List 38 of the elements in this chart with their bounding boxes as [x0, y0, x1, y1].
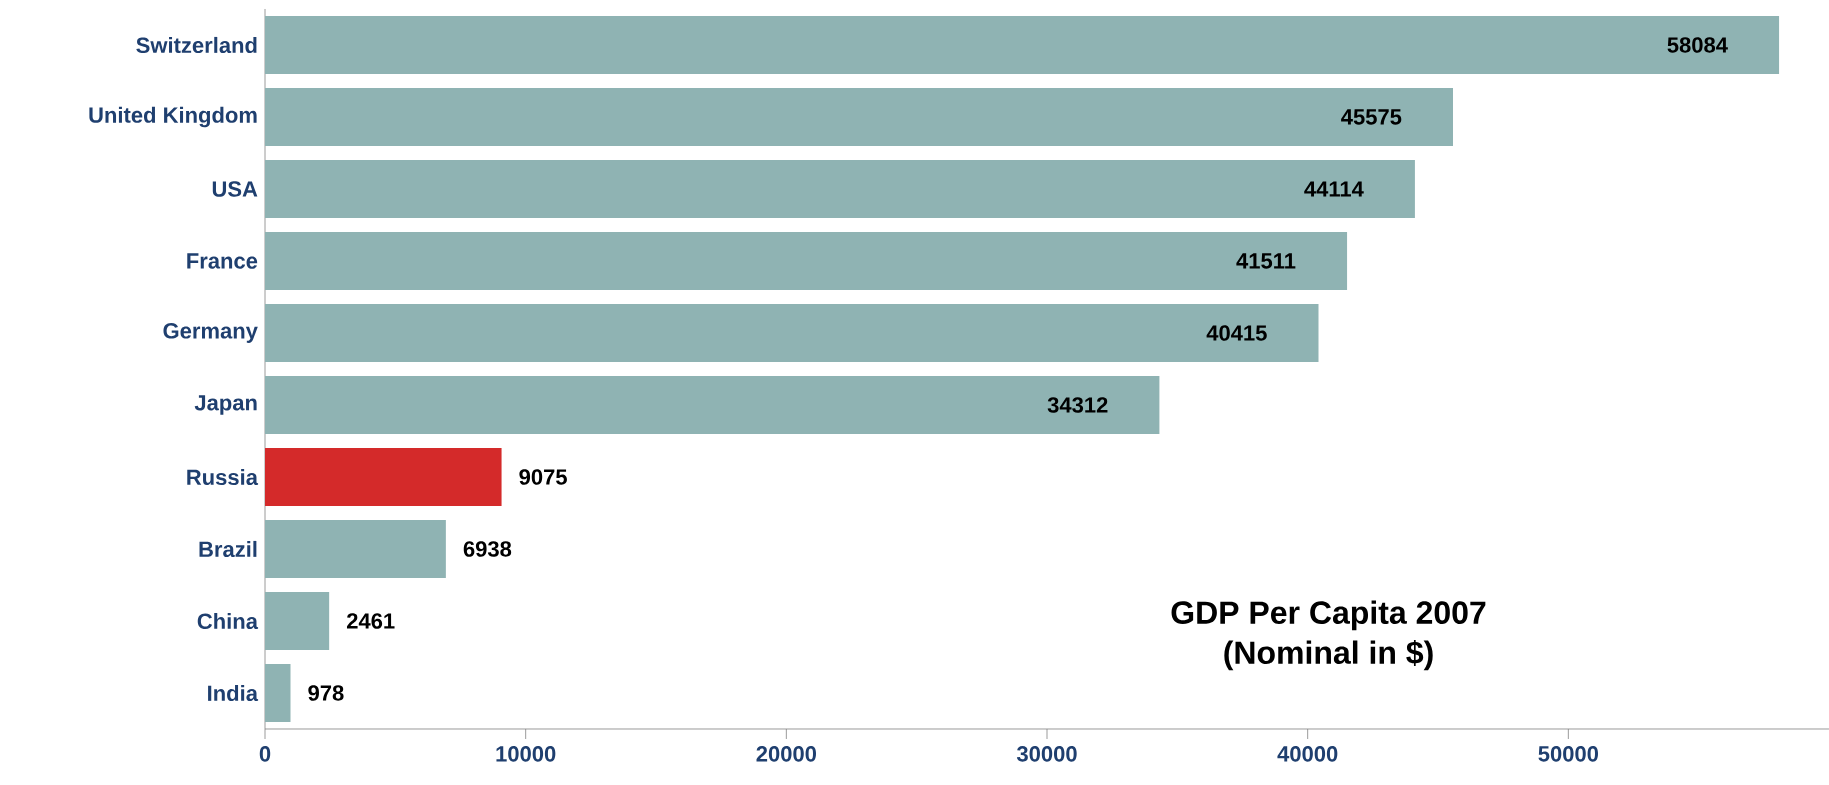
x-tick-label: 40000: [1277, 746, 1338, 762]
bar: [265, 303, 1319, 362]
data-label: 2461: [346, 613, 395, 629]
y-tick-label: United Kingdom: [89, 106, 257, 128]
x-tick-label: 10000: [496, 746, 556, 762]
y-tick-label: USA: [212, 181, 258, 197]
bar: [265, 375, 1160, 434]
data-label: 41511: [1236, 253, 1296, 269]
data-label: 45575: [1341, 109, 1402, 125]
bar: [265, 519, 446, 578]
bar: [265, 663, 291, 722]
data-label: 40415: [1206, 325, 1267, 341]
bar: [265, 159, 1415, 218]
y-tick-label: Russia: [187, 468, 259, 486]
x-tick-label: 50000: [1538, 746, 1598, 762]
data-label: 6938: [463, 541, 512, 557]
y-tick-label: Germany: [163, 323, 258, 343]
data-label: 44114: [1304, 181, 1364, 197]
y-tick-label: Brazil: [199, 540, 257, 558]
text: (Nominal in $): [1224, 639, 1433, 671]
y-tick-label: France: [187, 253, 258, 269]
y-tick-label: Japan: [194, 395, 257, 415]
bar: [265, 591, 330, 650]
bar: [265, 15, 1780, 74]
bar: [265, 447, 502, 506]
text: GDP Per Capita 2007: [1171, 600, 1486, 631]
y-tick-label: China: [197, 612, 259, 630]
bar: [265, 87, 1453, 146]
y-tick-label: India: [208, 684, 259, 702]
y-tick-label: Switzerland: [136, 36, 257, 54]
data-label: 34312: [1047, 397, 1108, 413]
x-tick-label: 30000: [1016, 746, 1077, 762]
data-label: 978: [308, 685, 344, 701]
bar: [265, 231, 1348, 290]
x-tick-label: 20000: [756, 746, 817, 762]
data-label: 58084: [1667, 37, 1728, 53]
data-label: 9075: [519, 469, 567, 485]
x-tick-label: 0: [259, 746, 271, 762]
